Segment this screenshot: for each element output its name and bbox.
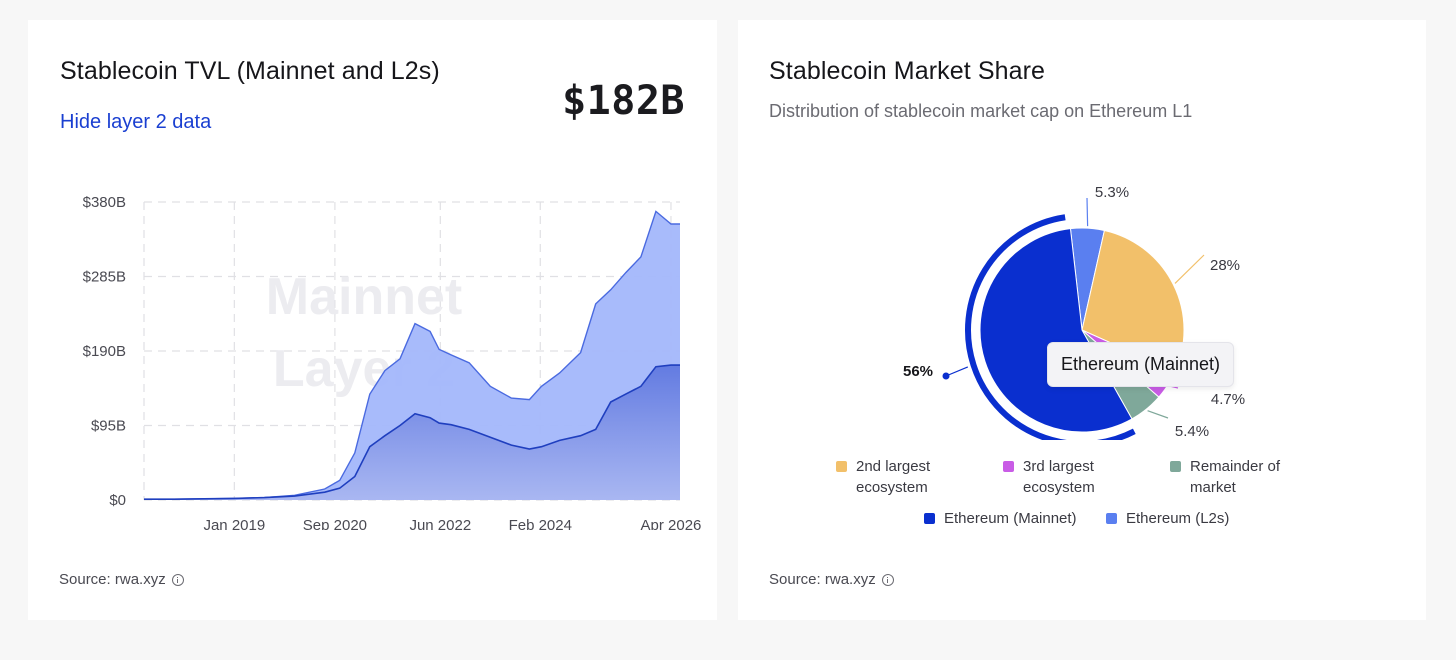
market-share-subtitle: Distribution of stablecoin market cap on…	[769, 101, 1193, 121]
legend-swatch	[1170, 461, 1181, 472]
legend-swatch	[1106, 513, 1117, 524]
pie-leader-line	[1086, 197, 1089, 227]
pie-data-label: 4.7%	[1211, 391, 1245, 408]
chart-watermark-mainnet: Mainnet	[266, 268, 462, 326]
pie-slices	[965, 214, 1185, 440]
legend-label: 2nd largest ecosystem	[856, 458, 931, 496]
info-icon[interactable]	[881, 573, 894, 586]
tvl-area-chart[interactable]: Mainnet Layer 2 $0$95B$190B$285B$380B Ja…	[28, 170, 717, 530]
legend-label: Ethereum (Mainnet)	[944, 510, 1077, 527]
market-share-source: Source: rwa.xyz	[769, 571, 894, 588]
legend-item[interactable]: Ethereum (Mainnet)	[924, 508, 1104, 529]
legend-swatch	[836, 461, 847, 472]
x-tick-label: Sep 2020	[303, 517, 367, 530]
legend-label: Ethereum (L2s)	[1126, 510, 1230, 527]
legend-label: 3rd largest ecosystem	[1023, 458, 1095, 496]
legend-item[interactable]: Remainder of market	[1170, 456, 1290, 498]
pie-data-label: 5.3%	[1095, 184, 1129, 201]
pie-data-label: 28%	[1210, 257, 1240, 274]
series-area-layer2	[144, 211, 680, 500]
legend-swatch	[924, 513, 935, 524]
y-tick-label: $95B	[91, 418, 126, 435]
legend-label: Remainder of market	[1190, 458, 1281, 496]
legend-item[interactable]: 2nd largest ecosystem	[836, 456, 946, 498]
series-line-mainnet	[144, 364, 680, 500]
y-tick-label: $190B	[83, 343, 126, 360]
market-share-card: Stablecoin Market Share Distribution of …	[738, 20, 1426, 620]
legend-item[interactable]: Ethereum (L2s)	[1106, 508, 1246, 529]
x-tick-label: Apr 2026	[641, 517, 702, 530]
market-share-source-text: Source: rwa.xyz	[769, 571, 876, 588]
tvl-series-group	[144, 210, 680, 500]
tvl-big-value: $182B	[562, 78, 685, 124]
tvl-source-text: Source: rwa.xyz	[59, 571, 166, 588]
pie-leader-line	[1174, 254, 1205, 284]
pie-leader-line	[945, 366, 969, 377]
market-share-pie-chart[interactable]: 5.3% 28% 4.7%5.4% 56%	[738, 150, 1426, 440]
pie-slice-highlight-ring	[965, 214, 1136, 440]
tvl-source: Source: rwa.xyz	[59, 571, 184, 588]
pie-leader-line	[1147, 410, 1169, 419]
legend-swatch	[1003, 461, 1014, 472]
tvl-y-axis: $0 $95B $190B $285B $380B	[83, 194, 126, 509]
tvl-card: Stablecoin TVL (Mainnet and L2s) $182B H…	[28, 20, 717, 620]
tvl-x-axis: Jan 2019 Sep 2020 Jun 2022 Feb 2024 Apr 2026	[203, 517, 701, 530]
x-tick-label: Jun 2022	[409, 517, 471, 530]
pie-data-label: 56%	[903, 363, 933, 380]
info-icon[interactable]	[171, 573, 184, 586]
pie-leader-dot	[942, 372, 950, 380]
y-tick-label: $0	[109, 492, 126, 509]
pie-labels: 5.3% 28% 4.7%5.4% 56%	[903, 184, 1245, 440]
y-tick-label: $285B	[83, 269, 126, 286]
market-share-title: Stablecoin Market Share	[769, 57, 1046, 85]
y-tick-label: $380B	[83, 194, 126, 211]
x-tick-label: Jan 2019	[203, 517, 265, 530]
hide-layer2-link[interactable]: Hide layer 2 data	[60, 111, 212, 133]
legend-item[interactable]: 3rd largest ecosystem	[1003, 456, 1113, 498]
pie-data-label: 5.4%	[1175, 423, 1209, 440]
series-area-mainnet	[144, 365, 680, 500]
pie-tooltip: Ethereum (Mainnet)	[1047, 342, 1234, 387]
tvl-title: Stablecoin TVL (Mainnet and L2s)	[60, 57, 440, 85]
x-tick-label: Feb 2024	[509, 517, 572, 530]
